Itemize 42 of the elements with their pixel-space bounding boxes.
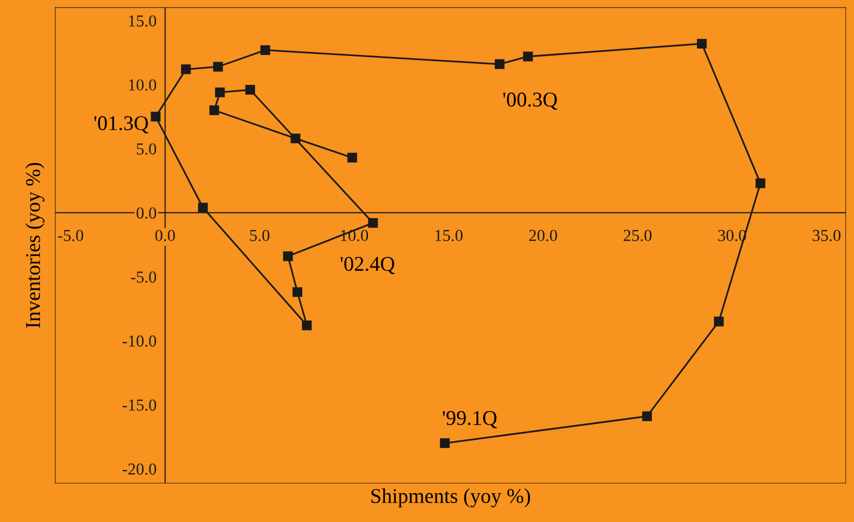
annotation: '02.4Q bbox=[340, 256, 395, 274]
y-tick-label: -20.0 bbox=[122, 463, 156, 475]
point bbox=[283, 251, 293, 262]
point bbox=[290, 134, 300, 144]
x-tick-label: 25.0 bbox=[624, 230, 652, 242]
point bbox=[245, 84, 256, 95]
point bbox=[209, 105, 220, 116]
y-tick-label: 0.0 bbox=[136, 207, 156, 219]
y-tick-label: 15.0 bbox=[129, 15, 156, 27]
y-tick-label: -15.0 bbox=[122, 399, 156, 411]
annotation: '99.1Q bbox=[442, 411, 497, 428]
y-tick-label: -5.0 bbox=[131, 271, 156, 283]
point bbox=[696, 38, 707, 49]
y-tick-label: -10.0 bbox=[122, 335, 156, 347]
point bbox=[292, 287, 302, 297]
annotation: '00.3Q bbox=[503, 92, 558, 110]
point bbox=[181, 64, 191, 74]
point bbox=[642, 411, 652, 422]
x-tick-label: -5.0 bbox=[58, 230, 84, 242]
point bbox=[150, 112, 161, 122]
point bbox=[714, 316, 724, 326]
x-tick-label: 0.0 bbox=[155, 230, 175, 242]
point bbox=[198, 202, 208, 212]
point bbox=[368, 218, 378, 228]
x-tick-label: 5.0 bbox=[250, 230, 270, 242]
point bbox=[347, 152, 358, 162]
x-tick-label: 20.0 bbox=[529, 230, 558, 242]
x-tick-label: 15.0 bbox=[435, 230, 463, 242]
annotation: '01.3Q bbox=[94, 116, 148, 134]
point bbox=[215, 87, 225, 98]
y-tick-label: 10.0 bbox=[129, 79, 156, 91]
point bbox=[440, 438, 450, 448]
point bbox=[756, 178, 766, 188]
x-tick-label: 35.0 bbox=[812, 230, 841, 242]
point bbox=[260, 45, 270, 55]
point bbox=[523, 52, 533, 62]
y-axis-title: Inventories (yoy %) bbox=[25, 162, 44, 328]
y-tick-label: 5.0 bbox=[136, 143, 156, 155]
point bbox=[494, 59, 504, 70]
point bbox=[302, 320, 312, 330]
x-axis-title: Shipments (yoy %) bbox=[371, 488, 530, 508]
point bbox=[213, 62, 223, 72]
